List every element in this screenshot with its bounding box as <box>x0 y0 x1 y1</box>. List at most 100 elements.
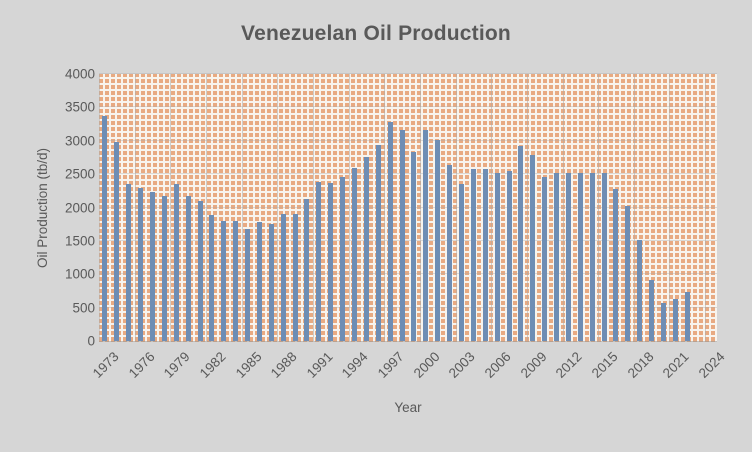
gridline-v-14 <box>598 74 600 341</box>
x-tick-label-1994: 1994 <box>339 349 372 381</box>
bar-1977[interactable] <box>149 191 155 341</box>
bar-1987[interactable] <box>268 224 274 341</box>
bar-2015[interactable] <box>601 173 607 341</box>
bar-1983[interactable] <box>221 220 227 341</box>
x-tick-label-1985: 1985 <box>232 349 265 381</box>
gridline-v-15 <box>633 74 635 341</box>
y-tick-label-3000: 3000 <box>64 133 95 149</box>
chart-title: Venezuelan Oil Production <box>241 22 511 45</box>
bar-1973[interactable] <box>102 116 108 341</box>
bar-2005[interactable] <box>482 168 488 341</box>
bar-1974[interactable] <box>114 142 120 341</box>
bar-2022[interactable] <box>684 291 690 341</box>
bar-2008[interactable] <box>518 146 524 341</box>
bar-1992[interactable] <box>328 182 334 341</box>
gridline-v-6 <box>312 74 314 341</box>
bar-2006[interactable] <box>494 173 500 341</box>
x-tick-label-2021: 2021 <box>660 349 693 381</box>
bar-1988[interactable] <box>280 213 286 341</box>
bar-2013[interactable] <box>577 172 583 341</box>
bar-2004[interactable] <box>470 168 476 341</box>
x-tick-label-1973: 1973 <box>89 349 122 381</box>
y-axis-title: Oil Production (tb/d) <box>35 147 50 268</box>
bar-1998[interactable] <box>399 129 405 341</box>
plot-area[interactable] <box>99 73 717 342</box>
gridline-v-4 <box>241 74 243 341</box>
gridline-v-17 <box>705 74 707 341</box>
bar-1978[interactable] <box>161 196 167 341</box>
bar-2003[interactable] <box>458 184 464 341</box>
bar-1984[interactable] <box>233 220 239 341</box>
bar-1981[interactable] <box>197 200 203 341</box>
y-tick-label-1500: 1500 <box>64 233 95 249</box>
gridline-h-2000 <box>99 206 717 208</box>
gridline-v-8 <box>384 74 386 341</box>
bar-1980[interactable] <box>185 196 191 341</box>
bar-2018[interactable] <box>637 240 643 341</box>
gridline-h-3500 <box>99 106 717 108</box>
gridline-v-5 <box>277 74 279 341</box>
bar-1982[interactable] <box>209 214 215 341</box>
bar-2001[interactable] <box>435 140 441 341</box>
bar-1989[interactable] <box>292 213 298 341</box>
bar-2020[interactable] <box>661 303 667 341</box>
y-tick-label-4000: 4000 <box>64 66 95 82</box>
gridline-v-1 <box>134 74 136 341</box>
bar-1986[interactable] <box>256 221 262 341</box>
bar-2011[interactable] <box>554 172 560 341</box>
bar-1996[interactable] <box>375 144 381 341</box>
gridline-h-1000 <box>99 273 717 275</box>
bar-1975[interactable] <box>126 184 132 341</box>
gridline-v-11 <box>491 74 493 341</box>
bar-1976[interactable] <box>138 187 144 341</box>
bar-2019[interactable] <box>649 280 655 341</box>
bar-2016[interactable] <box>613 188 619 341</box>
y-tick-label-1000: 1000 <box>64 266 95 282</box>
bar-2021[interactable] <box>672 299 678 341</box>
x-tick-label-1997: 1997 <box>374 349 407 381</box>
bar-1991[interactable] <box>316 182 322 341</box>
x-tick-label-2024: 2024 <box>695 349 728 381</box>
y-tick-label-0: 0 <box>87 333 95 349</box>
gridline-v-0 <box>99 74 100 341</box>
bar-1990[interactable] <box>304 198 310 341</box>
gridline-h-1500 <box>99 239 717 241</box>
bar-1995[interactable] <box>363 157 369 341</box>
bar-1999[interactable] <box>411 152 417 341</box>
bar-2012[interactable] <box>565 172 571 341</box>
x-tick-label-2009: 2009 <box>517 349 550 381</box>
bar-2000[interactable] <box>423 130 429 341</box>
bar-1985[interactable] <box>245 229 251 341</box>
x-tick-label-1979: 1979 <box>161 349 193 381</box>
gridline-v-3 <box>205 74 207 341</box>
x-axis-title: Year <box>394 400 422 415</box>
y-tick-label-3500: 3500 <box>64 99 95 115</box>
gridline-h-3000 <box>99 139 717 141</box>
bar-1979[interactable] <box>173 183 179 341</box>
bar-1994[interactable] <box>352 168 358 341</box>
bar-1993[interactable] <box>340 177 346 341</box>
gridline-v-7 <box>348 74 350 341</box>
x-tick-label-1991: 1991 <box>303 349 336 381</box>
bar-2007[interactable] <box>506 170 512 341</box>
x-tick-label-2018: 2018 <box>624 349 657 381</box>
gridline-h-4000 <box>99 73 717 74</box>
bar-1997[interactable] <box>387 122 393 341</box>
bar-2009[interactable] <box>530 155 536 341</box>
gridline-v-12 <box>526 74 528 341</box>
x-tick-label-1976: 1976 <box>125 349 158 381</box>
gridline-v-10 <box>455 74 457 341</box>
gridline-v-9 <box>419 74 421 341</box>
gridline-h-500 <box>99 306 717 308</box>
bar-2010[interactable] <box>542 177 548 341</box>
x-tick-label-2015: 2015 <box>588 349 621 381</box>
x-tick-label-1988: 1988 <box>267 349 300 381</box>
bar-2017[interactable] <box>625 205 631 341</box>
bar-2014[interactable] <box>589 172 595 341</box>
x-tick-label-2000: 2000 <box>410 349 443 381</box>
x-tick-label-2003: 2003 <box>446 349 479 381</box>
x-tick-label-1982: 1982 <box>196 349 229 381</box>
bar-2002[interactable] <box>447 164 453 341</box>
gridline-v-16 <box>669 74 671 341</box>
